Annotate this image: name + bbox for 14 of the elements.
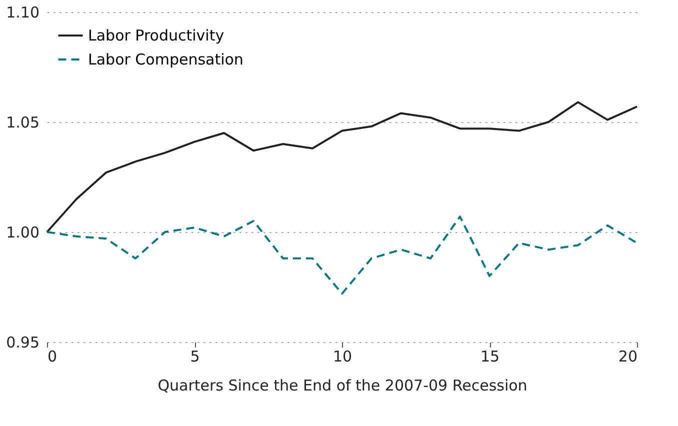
line-series: [46, 101, 638, 233]
y-tick-label: 1.05: [6, 114, 40, 132]
x-tick-label: 0: [48, 348, 58, 366]
line-series: [46, 216, 638, 295]
y-tick-label: 0.95: [6, 334, 40, 352]
legend-label: Labor Productivity: [88, 26, 224, 44]
y-tick-label: 1.10: [6, 4, 40, 22]
x-tick-label: 20: [618, 348, 638, 366]
legend-label: Labor Compensation: [88, 50, 244, 68]
x-tick-label: 15: [480, 348, 500, 366]
y-tick-label: 1.00: [6, 224, 40, 242]
x-tick-label: 5: [190, 348, 200, 366]
x-axis-title: Quarters Since the End of the 2007-09 Recession: [158, 376, 528, 394]
x-tick-label: 10: [332, 348, 352, 366]
